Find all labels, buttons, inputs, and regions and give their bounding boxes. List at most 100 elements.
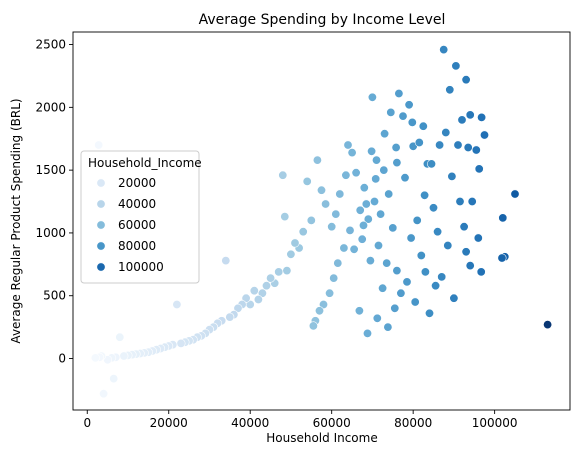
- data-point: [351, 168, 361, 178]
- data-point: [109, 374, 119, 384]
- plot-frame: [72, 31, 571, 411]
- data-point: [367, 92, 377, 102]
- data-point: [420, 267, 430, 277]
- data-point: [372, 313, 382, 323]
- data-point: [331, 209, 341, 219]
- data-point: [441, 128, 451, 138]
- data-point: [416, 251, 426, 261]
- data-point: [378, 283, 388, 293]
- data-point: [306, 215, 316, 225]
- data-point: [471, 145, 481, 155]
- data-point: [314, 306, 324, 316]
- data-point: [115, 332, 125, 342]
- y-tick-label: 1000: [35, 226, 66, 240]
- data-point: [266, 273, 276, 283]
- legend-entries: 20000 40000 60000 80000 100000: [96, 176, 164, 274]
- data-point: [453, 140, 463, 150]
- data-point: [278, 170, 288, 180]
- data-point: [172, 299, 182, 309]
- data-point: [394, 89, 404, 99]
- data-point: [257, 288, 267, 298]
- data-point: [362, 328, 372, 338]
- data-point: [329, 273, 339, 283]
- data-point: [543, 320, 553, 330]
- data-point: [384, 189, 394, 199]
- data-point: [119, 351, 129, 361]
- data-point: [249, 286, 259, 296]
- data-point: [457, 115, 467, 125]
- data-point: [392, 266, 402, 276]
- data-point: [428, 203, 438, 213]
- legend-marker: [96, 262, 106, 272]
- y-axis-ticks: 0 500 1000 1500 2000 2500: [35, 38, 73, 366]
- legend-marker: [96, 241, 106, 251]
- data-point: [510, 189, 520, 199]
- data-point: [451, 61, 461, 71]
- data-point: [382, 258, 392, 268]
- data-point: [461, 247, 471, 257]
- legend-marker: [96, 220, 106, 230]
- x-axis-ticks: 0 20000 40000 60000 80000 100000: [83, 410, 518, 430]
- data-point: [406, 233, 416, 243]
- data-point: [390, 303, 400, 313]
- data-point: [455, 197, 465, 207]
- data-point: [391, 143, 401, 153]
- data-point: [461, 75, 471, 85]
- data-point: [349, 244, 359, 254]
- data-point: [225, 312, 235, 322]
- data-point: [380, 129, 390, 139]
- data-point: [327, 222, 337, 232]
- data-point: [345, 225, 355, 235]
- data-point: [221, 256, 231, 266]
- data-point: [373, 241, 383, 251]
- data-point: [367, 146, 377, 156]
- data-point: [392, 158, 402, 168]
- legend-frame: [80, 150, 200, 284]
- data-point: [418, 121, 428, 131]
- data-point: [376, 209, 386, 219]
- data-point: [437, 272, 447, 282]
- data-point: [253, 294, 263, 304]
- data-point: [282, 266, 292, 276]
- data-point: [176, 338, 186, 348]
- legend-label: 20000: [118, 176, 156, 190]
- data-point: [363, 214, 373, 224]
- legend-label: 100000: [118, 260, 164, 274]
- data-point: [280, 212, 290, 222]
- data-point: [241, 293, 251, 303]
- data-point: [396, 288, 406, 298]
- legend-label: 60000: [118, 218, 156, 232]
- data-point: [498, 213, 508, 223]
- data-point: [400, 173, 410, 183]
- data-point: [445, 85, 455, 95]
- data-point: [447, 171, 457, 181]
- data-point: [355, 205, 365, 215]
- data-point: [321, 199, 331, 209]
- legend-marker: [96, 199, 106, 209]
- data-point: [361, 199, 371, 209]
- x-axis-label: Household Income: [266, 431, 377, 445]
- data-point: [99, 389, 109, 399]
- legend: Household_Income 20000 40000 60000 80000 100…: [80, 150, 202, 284]
- y-axis-label: Average Regular Product Spending (BRL): [9, 98, 23, 343]
- x-tick-label: 20000: [150, 416, 188, 430]
- data-point: [343, 140, 353, 150]
- data-point: [379, 165, 389, 175]
- data-point: [431, 281, 441, 291]
- data-point: [414, 138, 424, 148]
- data-point: [407, 117, 417, 127]
- data-point: [357, 234, 367, 244]
- data-point: [94, 140, 104, 150]
- data-point: [318, 299, 328, 309]
- data-point: [433, 227, 443, 237]
- data-point: [90, 353, 100, 363]
- data-point: [465, 261, 475, 271]
- y-tick-label: 500: [43, 289, 66, 303]
- data-point: [412, 215, 422, 225]
- data-point: [426, 159, 436, 169]
- legend-label: 80000: [118, 239, 156, 253]
- data-point: [388, 223, 398, 233]
- data-point: [473, 233, 483, 243]
- data-point: [369, 197, 379, 207]
- data-point: [358, 220, 368, 230]
